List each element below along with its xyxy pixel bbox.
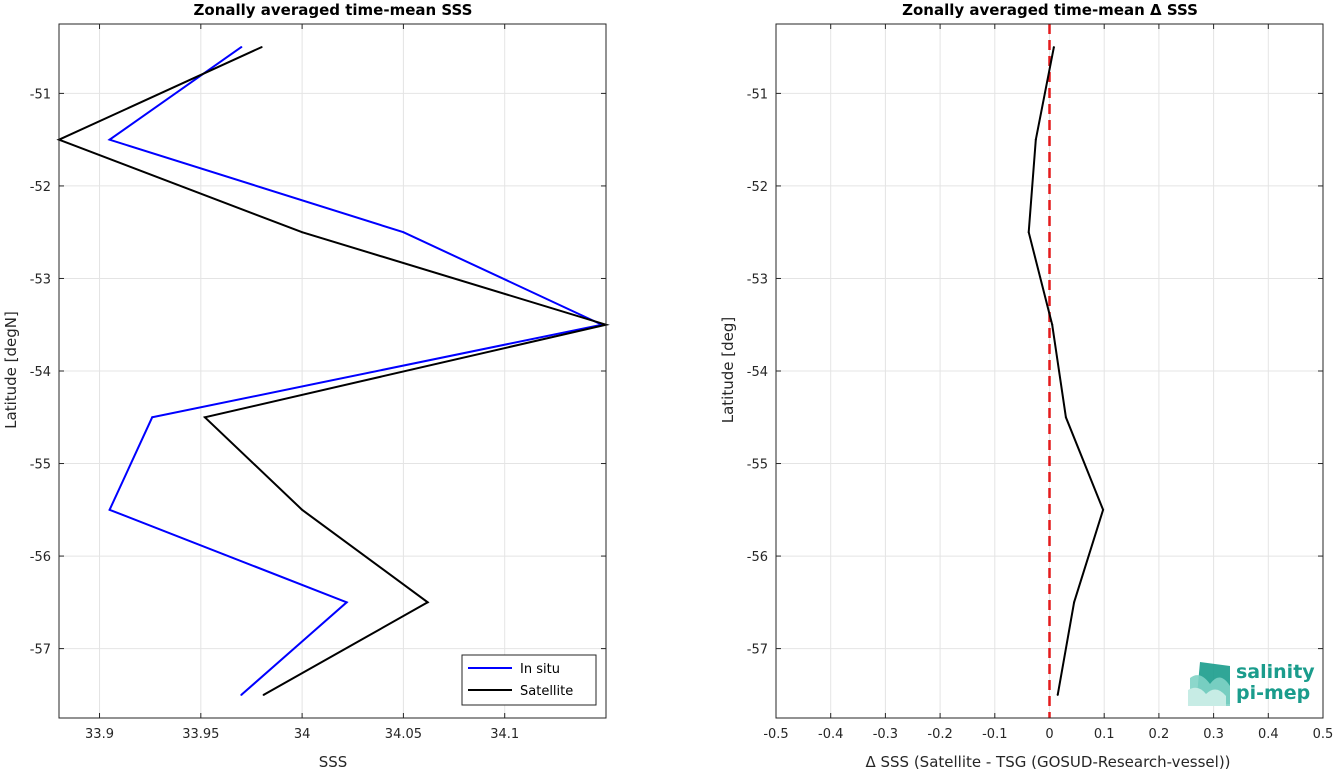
left-chart-title: Zonally averaged time-mean SSS	[194, 1, 473, 19]
y-tick-label: -54	[30, 365, 51, 380]
data-point-in-situ	[240, 693, 243, 696]
x-tick-label: 34.05	[385, 727, 422, 742]
x-tick-label: 34	[294, 727, 311, 742]
y-tick-label: -55	[747, 458, 768, 473]
data-point-satellite	[260, 46, 263, 49]
data-point-satellite	[262, 693, 265, 696]
y-tick-label: -57	[30, 643, 51, 658]
data-point-delta-sss	[1051, 323, 1054, 326]
left-panel: Zonally averaged time-mean SSS 33.9 33.95…	[2, 1, 610, 769]
data-point-satellite	[301, 231, 304, 234]
right-chart-title: Zonally averaged time-mean Δ SSS	[902, 1, 1198, 19]
data-point-delta-sss	[1034, 138, 1037, 141]
left-grid	[59, 24, 606, 718]
x-tick-label: -0.3	[873, 727, 898, 742]
logo-line2: pi-mep	[1236, 682, 1310, 704]
series-line-in-situ	[107, 46, 606, 696]
y-tick-label: -55	[30, 458, 51, 473]
data-point-delta-sss	[1102, 508, 1105, 511]
x-tick-label: 0.2	[1149, 727, 1170, 742]
data-point-satellite	[426, 601, 429, 604]
y-tick-label: -57	[747, 643, 768, 658]
data-point-delta-sss	[1052, 46, 1055, 49]
left-x-axis-label: SSS	[319, 753, 348, 769]
x-tick-label: -0.1	[982, 727, 1007, 742]
data-point-in-situ	[108, 508, 111, 511]
right-y-axis-label: Latitude [deg]	[719, 317, 737, 423]
data-point-in-situ	[151, 416, 154, 419]
data-point-in-situ	[240, 46, 243, 49]
series-line-satellite	[56, 46, 610, 696]
right-series	[1027, 46, 1105, 696]
legend-label-satellite: Satellite	[520, 684, 573, 699]
data-point-delta-sss	[1056, 693, 1059, 696]
data-point-in-situ	[345, 601, 348, 604]
series-line-delta-sss	[1027, 46, 1105, 696]
data-point-delta-sss	[1027, 231, 1030, 234]
y-tick-label: -53	[30, 272, 51, 287]
logo-line1: salinity	[1236, 661, 1315, 683]
x-tick-label: 0.3	[1203, 727, 1224, 742]
right-x-axis-label: Δ SSS (Satellite - TSG (GOSUD-Research-v…	[865, 753, 1230, 769]
x-tick-label: 0.4	[1258, 727, 1279, 742]
legend: In situ Satellite	[461, 654, 597, 706]
x-tick-label: 0	[1045, 727, 1053, 742]
x-tick-label: 34.1	[490, 727, 519, 742]
y-tick-label: -53	[747, 272, 768, 287]
data-point-satellite	[203, 416, 206, 419]
right-panel: Zonally averaged time-mean Δ SSS -0.5 -0.…	[719, 1, 1333, 769]
x-tick-label: 33.9	[85, 727, 114, 742]
left-plot-border	[58, 23, 607, 719]
left-y-axis-label: Latitude [degN]	[2, 311, 20, 429]
left-series	[56, 46, 610, 696]
legend-label-in-situ: In situ	[520, 662, 560, 677]
y-tick-label: -56	[747, 550, 768, 565]
left-ticks: 33.9 33.95 34 34.05 34.1 -57 -56 -55 -54 -53 -52 -5…	[30, 24, 606, 742]
y-tick-label: -52	[747, 180, 768, 195]
y-tick-label: -51	[747, 87, 768, 102]
y-tick-label: -52	[30, 180, 51, 195]
data-point-satellite	[301, 508, 304, 511]
logo-wave-icon	[1188, 662, 1230, 706]
data-point-delta-sss	[1064, 416, 1067, 419]
data-point-in-situ	[402, 231, 405, 234]
data-point-in-situ	[108, 138, 111, 141]
x-tick-label: -0.2	[927, 727, 952, 742]
y-tick-label: -56	[30, 550, 51, 565]
x-tick-label: 0.5	[1313, 727, 1334, 742]
legend-box	[461, 654, 597, 706]
x-tick-label: 33.95	[182, 727, 219, 742]
salinity-pi-mep-logo: salinity pi-mep	[1188, 661, 1315, 706]
x-tick-label: -0.4	[818, 727, 843, 742]
x-tick-label: 0.1	[1094, 727, 1115, 742]
x-tick-label: -0.5	[763, 727, 788, 742]
y-tick-label: -54	[747, 365, 768, 380]
data-point-delta-sss	[1073, 601, 1076, 604]
right-plot-border	[775, 23, 1324, 719]
y-tick-label: -51	[30, 87, 51, 102]
